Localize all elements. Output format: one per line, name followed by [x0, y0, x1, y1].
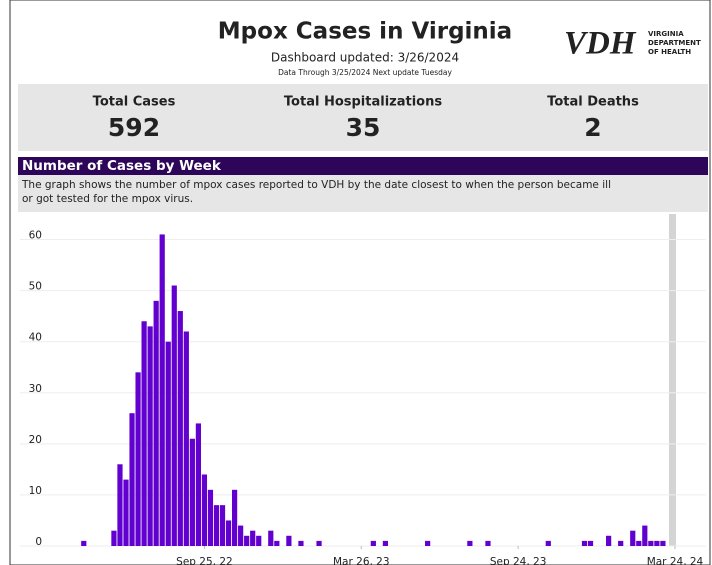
- y-tick-label: 50: [29, 281, 42, 293]
- bar: [117, 464, 123, 546]
- bar: [268, 530, 274, 546]
- bar: [231, 489, 238, 546]
- section-header: [18, 157, 708, 175]
- bar: [256, 535, 262, 546]
- bar: [274, 540, 280, 546]
- bar: [183, 331, 189, 546]
- description-band: [18, 175, 708, 212]
- bar: [123, 479, 129, 546]
- logo-text: VDH: [564, 26, 637, 62]
- kpi-band: [18, 84, 708, 151]
- kpi-label: Total Hospitalizations: [284, 95, 442, 110]
- bar: [654, 540, 660, 546]
- bar: [485, 540, 491, 546]
- x-tick-label: Sep 25, 22: [176, 556, 233, 565]
- logo-line: VIRGINIA: [648, 30, 684, 38]
- bar: [382, 540, 389, 546]
- bar: [648, 540, 654, 546]
- bar: [171, 285, 177, 546]
- bar: [207, 489, 214, 546]
- bar: [81, 540, 87, 546]
- bar: [250, 530, 256, 546]
- bar: [660, 540, 666, 546]
- kpi-value: 592: [108, 113, 160, 142]
- description: The graph shows the number of mpox cases…: [21, 179, 611, 191]
- current-week-highlight: [669, 214, 676, 546]
- kpi-label: Total Cases: [93, 95, 176, 110]
- logo-line: OF HEALTH: [648, 48, 691, 56]
- bar: [141, 321, 147, 546]
- bar: [189, 438, 195, 546]
- kpi-label: Total Deaths: [547, 95, 639, 110]
- description: or got tested for the mpox virus.: [22, 193, 193, 205]
- y-tick-label: 30: [29, 383, 42, 395]
- y-tick-label: 0: [35, 536, 42, 548]
- bar: [316, 540, 322, 546]
- bar: [618, 540, 624, 546]
- updated: Dashboard updated: 3/26/2024: [271, 51, 459, 65]
- x-tick-label: Mar 24, 24: [647, 556, 704, 565]
- x-tick-label: Mar 26, 23: [333, 556, 390, 565]
- y-tick-label: 20: [29, 434, 42, 446]
- bar: [225, 520, 232, 546]
- bar: [238, 525, 244, 546]
- bar: [165, 341, 171, 546]
- kpi-value: 35: [346, 113, 381, 142]
- bar: [581, 540, 588, 546]
- bar: [298, 540, 304, 546]
- bar: [159, 234, 165, 546]
- bar: [467, 540, 473, 546]
- bar: [286, 535, 292, 546]
- bar: [636, 540, 642, 546]
- bar: [370, 540, 376, 546]
- bar: [111, 530, 117, 546]
- bar: [642, 525, 648, 546]
- bar: [153, 300, 159, 546]
- bar: [244, 535, 250, 546]
- bar: [135, 372, 141, 546]
- bar: [425, 540, 431, 546]
- y-tick-label: 10: [29, 485, 42, 497]
- bar: [545, 540, 551, 546]
- kpi-value: 2: [584, 113, 601, 142]
- bar: [147, 326, 153, 546]
- bar: [213, 505, 220, 546]
- update-note: Data Through 3/25/2024 Next update Tuesd…: [278, 68, 452, 77]
- bar: [195, 423, 201, 546]
- page-title: Mpox Cases in Virginia: [218, 19, 512, 45]
- bar: [177, 311, 183, 546]
- section-title: Number of Cases by Week: [22, 158, 222, 174]
- bar: [587, 540, 594, 546]
- bar: [219, 505, 226, 546]
- bar: [129, 413, 135, 546]
- y-tick-label: 40: [29, 332, 42, 344]
- bar: [606, 535, 612, 546]
- bar: [201, 474, 208, 546]
- bar: [630, 530, 636, 546]
- x-tick-label: Sep 24, 23: [490, 556, 547, 565]
- y-tick-label: 60: [29, 230, 42, 242]
- logo-line: DEPARTMENT: [648, 39, 701, 47]
